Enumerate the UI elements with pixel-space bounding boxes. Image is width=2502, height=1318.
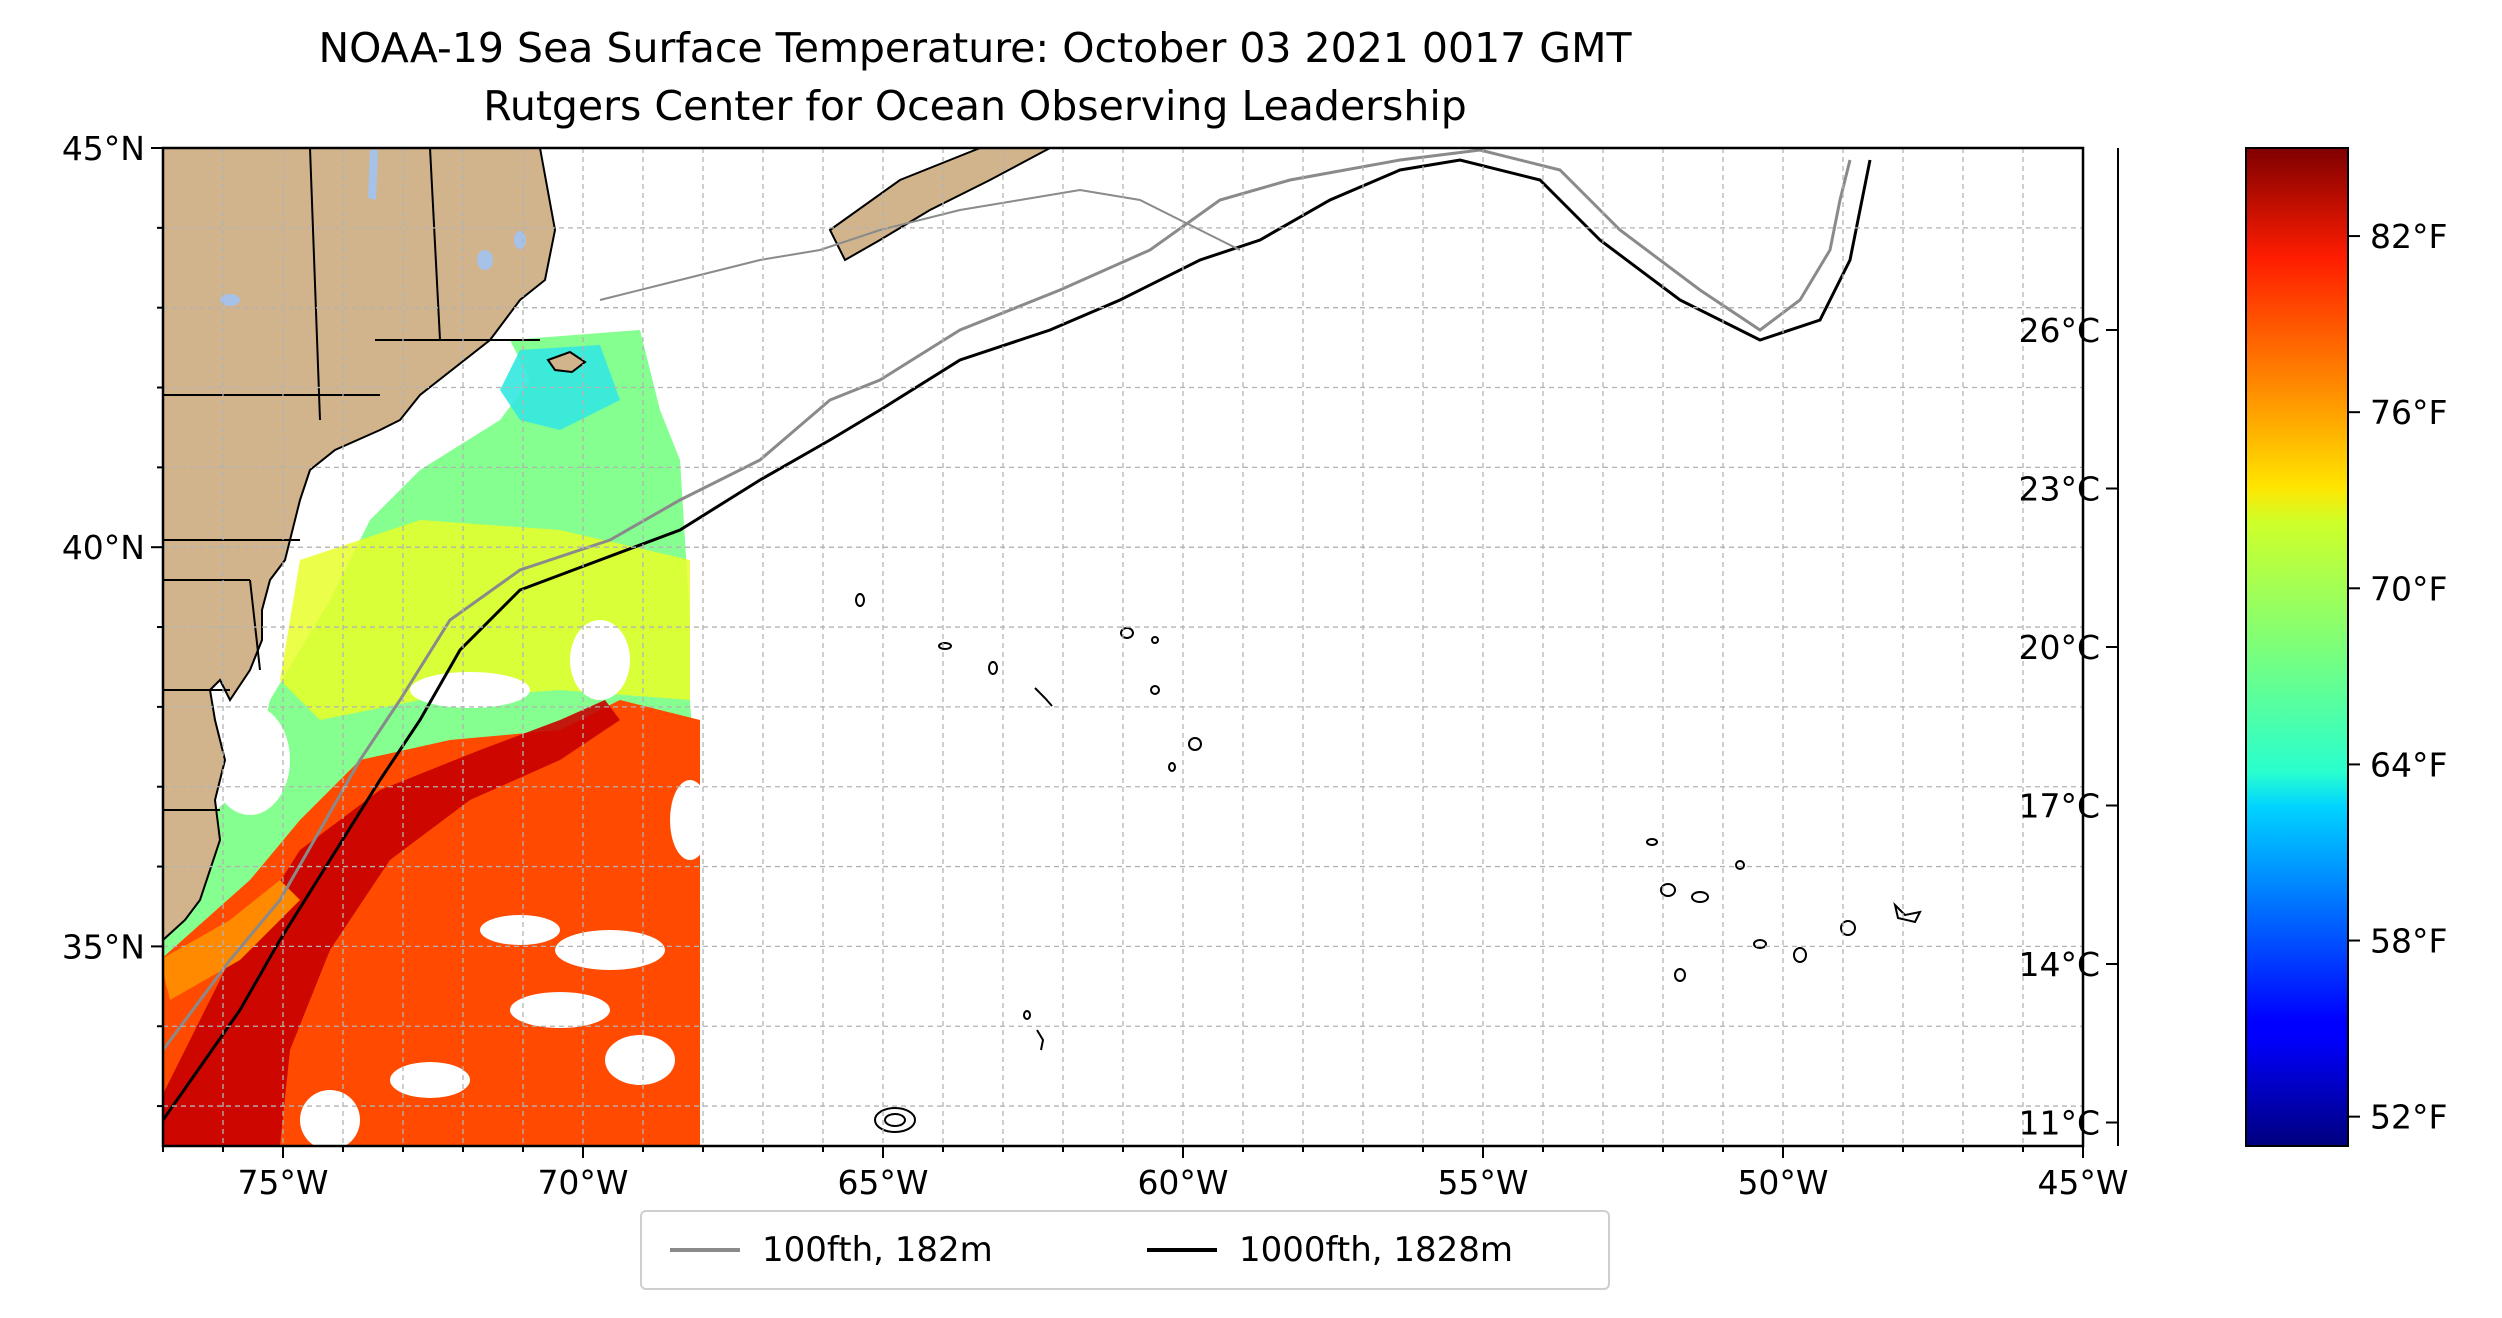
sst-gulf-stream-core — [163, 700, 620, 1146]
longitude-ticks: 75°W 70°W 65°W 60°W 55°W 50°W 45°W — [162, 1146, 2129, 1202]
isobath-1000fth — [163, 158, 1872, 1121]
colorbar-f-tick-label: 58°F — [2370, 922, 2447, 961]
legend-swatch-1000fth — [1147, 1248, 1217, 1252]
colorbar-f-tick-label: 82°F — [2370, 217, 2447, 256]
colorbar — [2245, 147, 2349, 1147]
north-america-land — [163, 148, 557, 942]
legend-item-1000fth: 1000fth, 1828m — [1147, 1212, 1513, 1288]
colorbar-f-tick-label: 64°F — [2370, 745, 2447, 784]
lat-tick-label: 45°N — [62, 129, 145, 168]
cape-cod — [546, 350, 587, 374]
legend-swatch-100fth — [670, 1248, 740, 1252]
lat-tick-label: 35°N — [62, 927, 145, 966]
legend-label-1000fth: 1000fth, 1828m — [1239, 1230, 1514, 1270]
cloud-gaps — [170, 615, 710, 1146]
nova-scotia-land — [828, 148, 1051, 262]
lon-tick-label: 70°W — [537, 1163, 628, 1202]
sst-orange-nearshore — [163, 880, 300, 1000]
lon-tick-label: 75°W — [237, 1163, 328, 1202]
colorbar-c-tick-label: 17°C — [2018, 787, 2100, 826]
colorbar-ticks: 52°F 58°F 64°F 70°F 76°F 82°F 11°C 14°C 17°C 20°C… — [2018, 148, 2447, 1146]
title-line-2: Rutgers Center for Ocean Observing Leade… — [483, 82, 1467, 130]
colorbar-c-tick-label: 23°C — [2018, 469, 2100, 508]
sst-warm-slope — [163, 700, 700, 1146]
colorbar-c-tick-label: 26°C — [2018, 311, 2100, 350]
lakes — [220, 150, 526, 306]
legend-label-100fth: 100fth, 182m — [762, 1230, 993, 1270]
colorbar-c-tick-label: 14°C — [2018, 945, 2100, 984]
state-borders — [163, 148, 540, 811]
lon-tick-label: 45°W — [2037, 1163, 2128, 1202]
colorbar-c-tick-label: 11°C — [2018, 1104, 2100, 1143]
legend: 100fth, 182m 1000fth, 1828m — [640, 1210, 1610, 1290]
colorbar-f-tick-label: 70°F — [2370, 569, 2447, 608]
isobath-shelf-inner — [599, 188, 1241, 301]
colorbar-f-tick-label: 76°F — [2370, 393, 2447, 432]
legend-item-100fth: 100fth, 182m — [670, 1212, 993, 1288]
isobath-100fth — [163, 148, 1852, 1051]
latitude-ticks: 35°N 40°N 45°N — [62, 129, 163, 1108]
lon-tick-label: 65°W — [837, 1163, 928, 1202]
lon-tick-label: 60°W — [1137, 1163, 1228, 1202]
title-line-1: NOAA-19 Sea Surface Temperature: October… — [318, 24, 1632, 72]
lon-tick-label: 50°W — [1737, 1163, 1828, 1202]
sst-swath — [163, 210, 710, 1146]
colorbar-c-tick-label: 20°C — [2018, 628, 2100, 667]
lat-tick-label: 40°N — [62, 528, 145, 567]
colorbar-f-tick-label: 52°F — [2370, 1098, 2447, 1137]
lon-tick-label: 55°W — [1437, 1163, 1528, 1202]
